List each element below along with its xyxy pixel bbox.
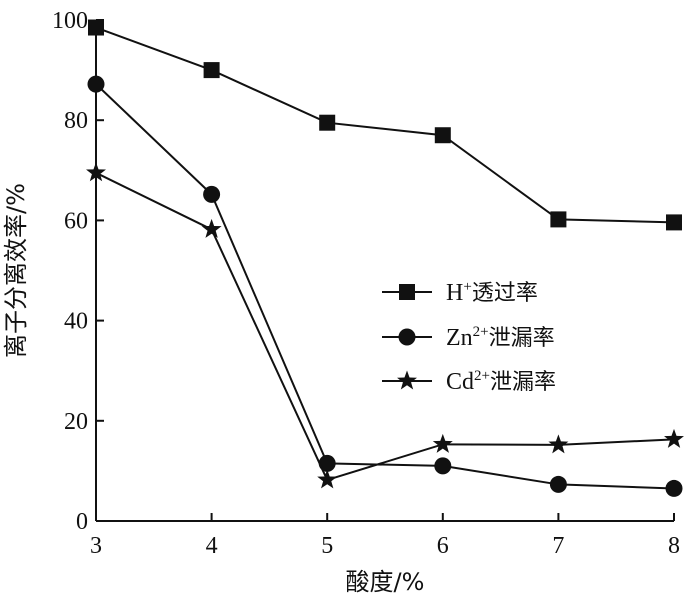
legend-label: Cd2+泄漏率 xyxy=(446,368,556,395)
legend-marker-circle xyxy=(398,328,416,346)
data-point-square xyxy=(666,214,682,231)
data-point-square xyxy=(319,114,336,131)
legend: H+透过率 Zn2+泄漏率 Cd2+泄漏率 xyxy=(382,279,556,395)
legend-item: H+透过率 xyxy=(382,279,538,306)
data-point-star xyxy=(201,218,222,238)
x-tick-label: 7 xyxy=(552,533,564,559)
data-point-circle xyxy=(549,475,567,493)
legend-label: H+透过率 xyxy=(446,279,538,306)
series-line xyxy=(95,83,675,490)
legend-item: Zn2+泄漏率 xyxy=(382,324,555,351)
y-tick-label: 0 xyxy=(76,509,88,535)
data-point-circle xyxy=(87,75,105,93)
y-tick-label: 40 xyxy=(64,309,88,335)
legend-label: Zn2+泄漏率 xyxy=(446,324,555,351)
y-tick-label: 20 xyxy=(64,409,88,435)
legend-marker-star xyxy=(397,370,417,390)
data-point-star xyxy=(432,433,453,453)
y-tick-label: 60 xyxy=(64,208,88,234)
x-tick-label: 3 xyxy=(90,533,102,559)
y-tick-label: 100 xyxy=(52,8,88,34)
x-tick-label: 4 xyxy=(206,533,218,559)
y-tick-label: 80 xyxy=(64,108,88,134)
data-point-star xyxy=(317,469,338,489)
series-star xyxy=(86,162,684,489)
data-point-circle xyxy=(203,185,221,203)
series-circle xyxy=(87,75,683,497)
data-point-circle xyxy=(434,457,452,475)
x-axis-title: 酸度/% xyxy=(346,568,425,596)
data-point-star xyxy=(548,434,569,454)
series-line xyxy=(95,26,675,224)
data-point-square xyxy=(88,19,104,36)
legend-marker-square xyxy=(399,284,415,300)
data-point-square xyxy=(434,127,451,144)
y-axis-title: 离子分离效率/% xyxy=(2,183,30,358)
series-line xyxy=(95,171,675,482)
data-point-circle xyxy=(318,454,336,472)
series-square xyxy=(88,19,682,231)
x-tick-label: 5 xyxy=(321,533,333,559)
data-point-circle xyxy=(665,479,683,497)
data-point-star xyxy=(86,162,106,182)
data-point-square xyxy=(203,62,220,79)
legend-item: Cd2+泄漏率 xyxy=(382,368,556,395)
series-layer xyxy=(86,19,684,497)
x-tick-label: 8 xyxy=(668,533,680,559)
data-point-square xyxy=(550,211,567,228)
x-tick-label: 6 xyxy=(437,533,449,559)
data-point-star xyxy=(664,428,684,448)
